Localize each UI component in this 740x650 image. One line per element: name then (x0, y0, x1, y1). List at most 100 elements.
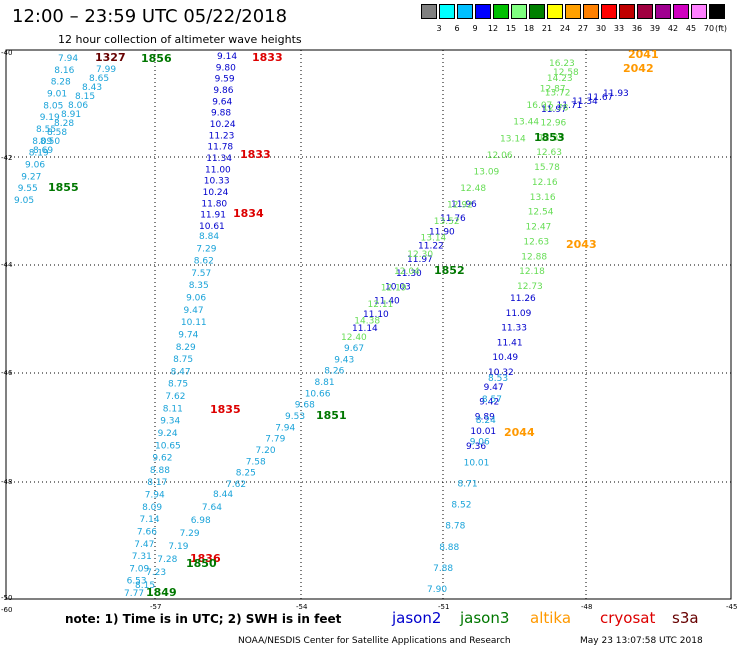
wave-height-value: 11.10 (363, 310, 389, 320)
wave-height-value: 13.52 (434, 217, 460, 227)
wave-height-value: 11.34 (206, 154, 232, 164)
wave-height-value: 7.88 (433, 564, 453, 574)
wave-height-value: 11.09 (506, 309, 532, 319)
latitude-label: -48 (1, 478, 12, 486)
wave-height-value: 9.88 (211, 109, 231, 119)
legend-jason3: jason3 (460, 609, 510, 627)
wave-height-value: 8.58 (47, 128, 67, 138)
wave-height-value: 7.14 (140, 515, 160, 525)
legend-swatch (421, 4, 437, 19)
wave-height-value: 8.57 (482, 395, 502, 405)
wave-height-value: 8.28 (51, 78, 71, 88)
wave-height-value: 13.16 (530, 193, 556, 203)
wave-height-value: 9.34 (160, 417, 180, 427)
wave-height-value: 8.53 (488, 374, 508, 384)
wave-height-value: 8.15 (75, 92, 95, 102)
wave-height-value: 9.64 (212, 97, 232, 107)
legend-swatch (601, 4, 617, 19)
wave-height-value: 11.22 (418, 241, 444, 251)
wave-height-value: 9.19 (40, 113, 60, 123)
wave-height-value: 8.88 (150, 466, 170, 476)
wave-height-value: 8.44 (213, 490, 233, 500)
wave-height-value: 8.15 (135, 581, 155, 591)
legend-swatch (457, 4, 473, 19)
wave-height-value: 8.81 (315, 378, 335, 388)
wave-height-value: 12.06 (487, 151, 513, 161)
legend-swatch (709, 4, 725, 19)
wave-height-value: 12.18 (519, 267, 545, 277)
wave-height-value: 10.65 (155, 441, 181, 451)
wave-height-value: 12.48 (460, 184, 486, 194)
wave-height-value: 10.01 (470, 427, 496, 437)
latitude-label: -46 (1, 369, 13, 377)
wave-height-value: 7.94 (145, 491, 165, 501)
wave-height-value: 7.28 (157, 555, 177, 565)
wave-height-value: 14.23 (547, 74, 573, 84)
wave-height-value: 11.14 (352, 324, 378, 334)
wave-height-value: 12.63 (536, 148, 562, 158)
legend-label: 12 (487, 24, 499, 33)
wave-height-value: 8.69 (33, 146, 53, 156)
wave-height-value: 9.01 (47, 90, 67, 100)
wave-height-value: 12.11 (368, 300, 394, 310)
legend-swatch (511, 4, 527, 19)
wave-height-value: 9.42 (479, 398, 499, 408)
wave-height-value: 9.47 (184, 306, 204, 316)
track-time-label: 1836 (190, 552, 221, 565)
wave-height-value: 9.59 (215, 75, 235, 85)
wave-height-value: 8.16 (54, 66, 74, 76)
wave-height-value: 11.97 (541, 105, 567, 115)
wave-height-value: 11.90 (429, 228, 455, 238)
wave-height-value: 9.05 (14, 196, 34, 206)
wave-height-value: 9.47 (484, 383, 504, 393)
legend-swatch (655, 4, 671, 19)
wave-height-value: 9.43 (334, 355, 354, 365)
wave-height-value: 9.62 (152, 454, 172, 464)
legend-cryosat: cryosat (600, 609, 656, 627)
wave-height-value: 12.54 (528, 208, 554, 218)
wave-height-value: 10.33 (204, 177, 230, 187)
legend-swatch (637, 4, 653, 19)
wave-height-value: 11.34 (572, 97, 598, 107)
wave-height-value: 12.96 (541, 119, 567, 129)
wave-height-value: 13.72 (545, 89, 571, 99)
wave-height-value: 7.79 (265, 435, 285, 445)
wave-height-value: 11.23 (209, 131, 235, 141)
latitude-label: -50 (1, 594, 12, 602)
legend-swatch (583, 4, 599, 19)
wave-height-value: 10.11 (181, 318, 207, 328)
wave-height-value: 12.92 (447, 201, 473, 211)
legend-swatch (475, 4, 491, 19)
longitude-label: -54 (296, 603, 308, 611)
wave-height-value: 8.17 (147, 478, 167, 488)
wave-height-value: 10.01 (464, 458, 490, 468)
legend-label: 9 (472, 24, 478, 33)
wave-height-value: 11.67 (588, 93, 614, 103)
wave-height-value: 8.19 (29, 149, 49, 159)
wave-height-value: 7.31 (132, 552, 152, 562)
wave-height-value: 8.26 (324, 367, 344, 377)
wave-height-value: 9.68 (295, 401, 315, 411)
wave-height-value: 12.30 (407, 250, 433, 260)
longitude-label: -51 (438, 603, 449, 611)
track-time-label: 1852 (434, 264, 465, 277)
legend-s3a: s3a (672, 609, 699, 627)
wave-height-value: 7.58 (246, 457, 266, 467)
wave-height-value: 12.63 (523, 237, 549, 247)
wave-height-value: 11.76 (440, 214, 466, 224)
wave-height-value: 11.91 (200, 211, 226, 221)
track-time-label: 2043 (566, 238, 597, 251)
legend-label: 45 (685, 24, 697, 33)
wave-height-value: 8.05 (43, 101, 63, 111)
wave-height-value: 8.43 (82, 83, 102, 93)
wave-height-value: 10.32 (488, 368, 514, 378)
wave-height-value: 7.47 (134, 540, 154, 550)
wave-height-value: 9.06 (186, 294, 206, 304)
legend-label: 15 (505, 24, 517, 33)
wave-height-value: 11.40 (374, 296, 400, 306)
track-time-label: 1855 (48, 181, 79, 194)
legend-swatch (493, 4, 509, 19)
track-time-label: 1853 (534, 131, 565, 144)
wave-height-value: 9.24 (158, 429, 178, 439)
legend-label: 39 (649, 24, 661, 33)
